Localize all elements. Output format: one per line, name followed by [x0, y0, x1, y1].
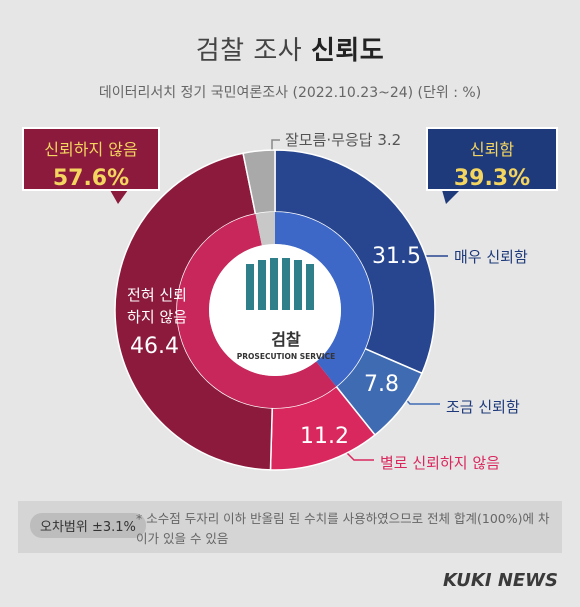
subtitle: 데이터리서치 정기 국민여론조사 (2022.10.23~24) (단위 : %… [98, 85, 482, 101]
footnote: * 소수점 두자리 이하 반올림 된 수치를 사용하였으므로 전체 합계(100… [136, 511, 550, 546]
inner-slice-distrust [176, 213, 337, 408]
not-at-all-label-line1: 전혀 신뢰 [127, 286, 187, 304]
not-at-all-label-line2: 하지 않음 [127, 308, 187, 326]
emblem-name: 검찰 [271, 330, 301, 349]
very-trust-value: 31.5 [372, 244, 421, 269]
margin-of-error: 오차범위 ±3.1% [30, 513, 146, 538]
not-at-all-label: 전혀 신뢰 하지 않음 [112, 284, 202, 328]
somewhat-trust-value: 7.8 [364, 372, 399, 397]
footnote-bar: 오차범위 ±3.1% * 소수점 두자리 이하 반올림 된 수치를 사용하였으므… [18, 501, 562, 553]
callout-pointer-red [110, 190, 128, 204]
brand-logo: KUKI NEWS [442, 570, 558, 591]
not-much-label: 별로 신뢰하지 않음 [380, 454, 500, 472]
inner-ring [176, 212, 373, 408]
distrust-label: 신뢰하지 않음 [44, 140, 138, 159]
trust-value: 39.3% [453, 166, 531, 191]
title-part1: 검찰 조사 [195, 36, 303, 66]
trust-callout: 신뢰함 39.3% [426, 127, 558, 191]
title-part2: 신뢰도 [310, 36, 385, 66]
distrust-value: 57.6% [52, 166, 130, 191]
emblem-label: 검찰 PROSECUTION SERVICE [222, 326, 350, 361]
callout-pointer-blue [442, 190, 460, 204]
very-trust-label: 매우 신뢰함 [454, 248, 528, 266]
inner-slice-unknown [255, 212, 275, 246]
unknown-label: 잘모름·무응답 3.2 [285, 131, 402, 149]
inner-slice-trust [275, 212, 373, 387]
not-much-value: 11.2 [300, 424, 349, 449]
somewhat-trust-label: 조금 신뢰함 [446, 398, 520, 416]
not-at-all-value: 46.4 [130, 334, 179, 359]
emblem-icon [246, 258, 314, 310]
distrust-callout: 신뢰하지 않음 57.6% [22, 127, 160, 191]
leader-unknown [271, 139, 280, 150]
trust-label: 신뢰함 [469, 140, 515, 159]
page-title: 검찰 조사 신뢰도 [0, 30, 580, 67]
emblem-english: PROSECUTION SERVICE [236, 352, 336, 361]
